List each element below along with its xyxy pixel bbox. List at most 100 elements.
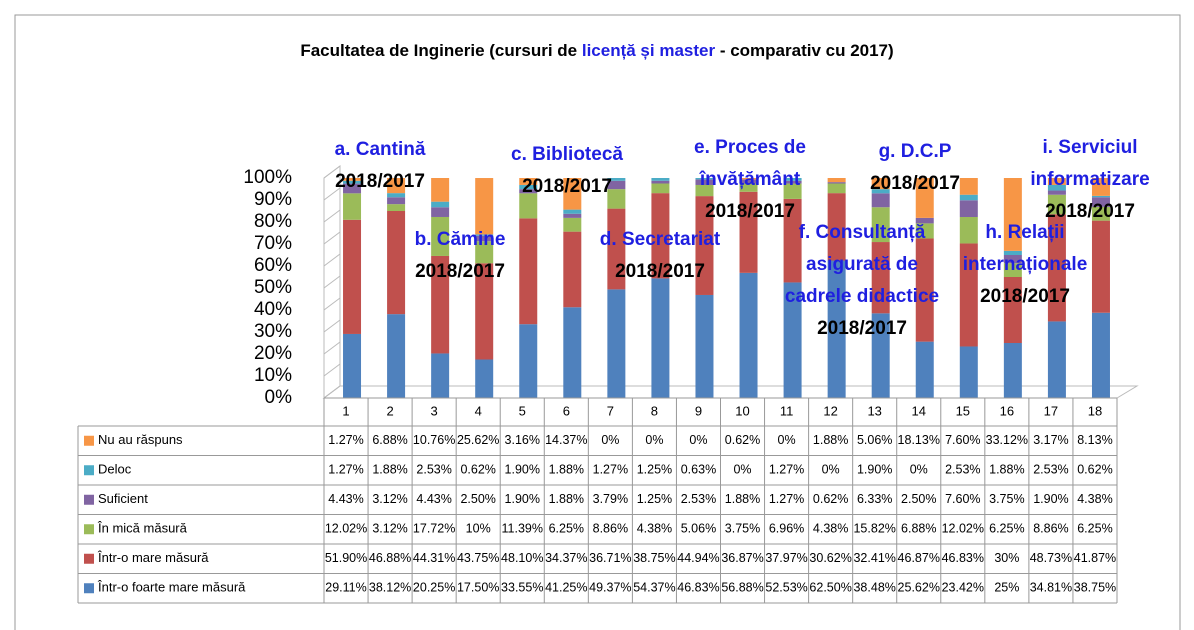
grid-line (323, 297, 341, 311)
data-label: 34.81% (1030, 581, 1072, 595)
data-label: 2.53% (1033, 463, 1068, 477)
category-label: 9 (695, 403, 702, 418)
annotation: internaționale (963, 254, 1088, 275)
data-label: 4.38% (813, 522, 848, 536)
bar-segment (431, 178, 450, 202)
annotation: 2018/2017 (335, 171, 425, 192)
data-label: 1.25% (637, 463, 672, 477)
data-label: 34.37% (545, 551, 587, 565)
data-label: 46.83% (677, 581, 719, 595)
data-label: 14.37% (545, 433, 587, 447)
chart-frame (14, 14, 1181, 630)
bar-segment (695, 294, 714, 398)
bar-segment (475, 241, 494, 264)
bar-segment (827, 183, 846, 194)
y-tick-label: 70% (254, 233, 292, 254)
bar-segment (1047, 321, 1066, 398)
data-label: 33.12% (986, 433, 1028, 447)
data-label: 1.88% (725, 492, 760, 506)
legend-label: Nu au răspuns (98, 432, 183, 447)
data-label: 17.72% (413, 522, 455, 536)
bar-segment (871, 178, 890, 190)
category-label: 5 (519, 403, 526, 418)
data-label: 3.75% (989, 492, 1024, 506)
title-part: Facultatea de Inginerie (cursuri de (300, 41, 582, 60)
bar-segment (1091, 197, 1110, 207)
category-label: 1 (342, 403, 349, 418)
data-label: 30% (994, 551, 1019, 565)
data-label: 1.88% (549, 463, 584, 477)
data-label: 48.73% (1030, 551, 1072, 565)
bar-segment (1003, 263, 1022, 277)
data-label: 7.60% (945, 492, 980, 506)
bar-segment (1091, 206, 1110, 221)
bar-segment (1091, 220, 1110, 313)
title-part: - comparativ cu 2017) (715, 41, 894, 60)
data-label: 0.62% (725, 433, 760, 447)
category-label: 2 (386, 403, 393, 418)
annotation: asigurată de (806, 254, 918, 275)
data-label: 0.62% (813, 492, 848, 506)
bar-segment (695, 179, 714, 185)
chart-title: Facultatea de Inginerie (cursuri de lice… (300, 41, 893, 60)
bar-segment (783, 183, 802, 199)
category-label: 14 (912, 403, 926, 418)
data-label: 0% (778, 433, 796, 447)
bar-segment (651, 193, 670, 279)
legend-swatch (84, 494, 94, 505)
annotation: h. Relații (985, 222, 1064, 243)
data-label: 1.88% (813, 433, 848, 447)
data-label: 25% (994, 581, 1019, 595)
annotation: e. Proces de (694, 137, 806, 158)
annotation: i. Serviciul (1042, 137, 1137, 158)
data-label: 25.62% (457, 433, 499, 447)
y-tick-label: 40% (254, 299, 292, 320)
bar-segment (695, 178, 714, 180)
bar-segment (915, 178, 934, 218)
data-label: 2.50% (460, 492, 495, 506)
annotation: informatizare (1030, 169, 1149, 190)
annotation: f. Consultanță (799, 222, 926, 243)
data-label: 38.48% (853, 581, 895, 595)
data-label: 0% (645, 433, 663, 447)
bar-segment (475, 235, 494, 242)
bar-segment (827, 182, 846, 184)
bar-segment (1003, 250, 1022, 255)
legend-label: Deloc (98, 462, 132, 477)
data-label: 36.87% (721, 551, 763, 565)
bar-segment (563, 307, 582, 398)
legend-label: În mică măsură (97, 521, 188, 536)
bar-segment (431, 255, 450, 354)
bar-segment (519, 189, 538, 194)
data-label: 0.62% (460, 463, 495, 477)
data-label: 38.12% (369, 581, 411, 595)
bar-segment (959, 194, 978, 201)
data-label: 1.27% (328, 463, 363, 477)
data-label: 7.60% (945, 433, 980, 447)
grid-line (323, 363, 341, 377)
data-label: 37.97% (765, 551, 807, 565)
bar-segment (739, 178, 758, 180)
bar-segment (695, 184, 714, 197)
annotation: învățământ (699, 169, 801, 190)
data-label: 44.94% (677, 551, 719, 565)
bar-segment (959, 346, 978, 398)
y-tick-label: 60% (254, 255, 292, 276)
data-label: 46.87% (898, 551, 940, 565)
bar-segment (1047, 184, 1066, 191)
annotation: 2018/2017 (705, 201, 795, 222)
y-tick-label: 0% (265, 387, 293, 408)
data-label: 3.12% (372, 522, 407, 536)
bar-segment (959, 178, 978, 195)
data-label: 6.88% (372, 433, 407, 447)
annotation: 2018/2017 (522, 176, 612, 197)
data-label: 1.88% (989, 463, 1024, 477)
data-label: 4.38% (637, 522, 672, 536)
data-label: 11.39% (502, 522, 543, 536)
bar-segment (1091, 178, 1110, 196)
legend-swatch (84, 583, 94, 594)
grid-line (323, 253, 341, 267)
bar-segment (519, 324, 538, 398)
bar-segment (387, 197, 406, 205)
data-label: 43.75% (457, 551, 499, 565)
